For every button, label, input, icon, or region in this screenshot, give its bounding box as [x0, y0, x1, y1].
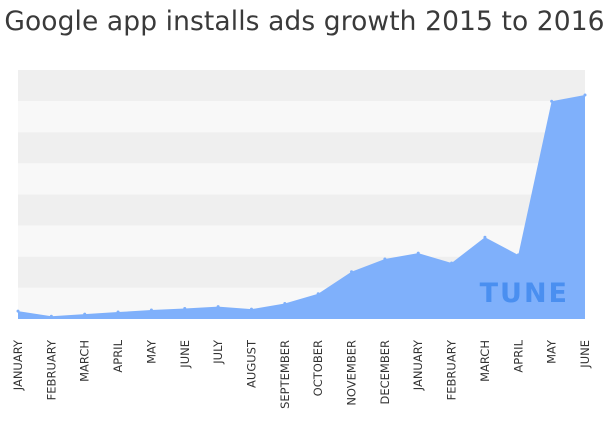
data-point — [350, 270, 354, 274]
data-point — [149, 308, 153, 312]
x-tick-label: OCTOBER — [311, 340, 325, 396]
data-point — [283, 302, 287, 306]
x-tick-label: JULY — [211, 339, 225, 365]
data-point — [416, 251, 420, 255]
data-point — [116, 310, 120, 314]
data-point — [183, 306, 187, 310]
x-tick-label: JANUARY — [11, 339, 25, 391]
data-point — [550, 99, 554, 103]
grid-band — [18, 194, 585, 226]
x-tick-label: APRIL — [511, 339, 525, 372]
x-tick-label: MAY — [144, 339, 158, 364]
series-points — [16, 93, 587, 318]
x-tick-label: FEBRUARY — [44, 339, 58, 400]
x-tick-label: JUNE — [178, 340, 192, 369]
data-point — [216, 305, 220, 309]
x-tick-label: JUNE — [578, 340, 592, 369]
tune-logo: TUNE — [480, 278, 569, 309]
x-axis-ticks: JANUARY FEBRUARY MARCH APRIL MAY JUNE JULY AUGU… — [11, 339, 592, 409]
data-point — [516, 253, 520, 257]
x-tick-label: MAY — [545, 339, 559, 364]
data-point — [383, 257, 387, 261]
x-tick-label: AUGUST — [244, 339, 258, 388]
data-point — [16, 309, 20, 313]
data-point — [583, 93, 587, 97]
data-point — [483, 235, 487, 239]
x-tick-label: APRIL — [111, 339, 125, 372]
data-point — [316, 292, 320, 296]
x-tick-label: FEBRUARY — [445, 339, 459, 400]
grid-band — [18, 70, 585, 102]
x-tick-label: DECEMBER — [378, 340, 392, 405]
background-bands — [18, 70, 585, 319]
x-tick-label: SEPTEMBER — [278, 340, 292, 409]
data-point — [450, 261, 454, 265]
chart-title: Google app installs ads growth 2015 to 2… — [4, 6, 605, 37]
grid-band — [18, 163, 585, 195]
data-point — [249, 307, 253, 311]
data-point — [83, 312, 87, 316]
x-tick-label: JANUARY — [411, 339, 425, 391]
series-area — [18, 95, 585, 319]
data-point — [49, 314, 53, 318]
grid-band — [18, 101, 585, 133]
x-tick-label: MARCH — [478, 340, 492, 382]
grid-band — [18, 132, 585, 164]
x-tick-label: NOVEMBER — [345, 340, 359, 406]
x-tick-label: MARCH — [78, 340, 92, 382]
